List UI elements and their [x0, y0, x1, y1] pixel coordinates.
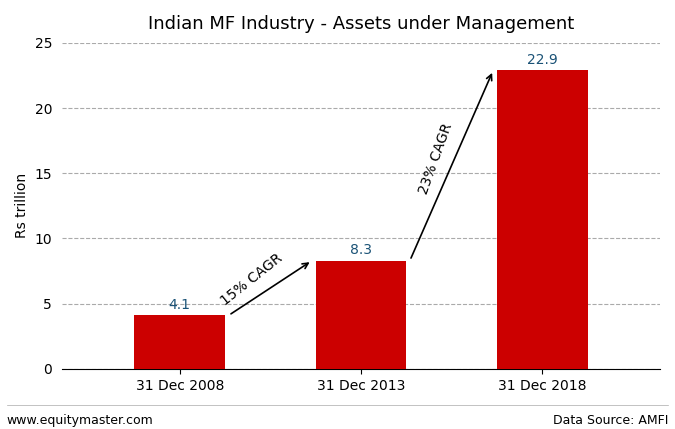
Text: 4.1: 4.1 — [169, 298, 191, 312]
Text: 23% CAGR: 23% CAGR — [416, 122, 455, 196]
Text: 8.3: 8.3 — [350, 243, 372, 257]
Bar — [134, 315, 225, 369]
Text: www.equitymaster.com: www.equitymaster.com — [7, 414, 153, 427]
Title: Indian MF Industry - Assets under Management: Indian MF Industry - Assets under Manage… — [148, 15, 574, 33]
Bar — [497, 70, 587, 369]
Text: Data Source: AMFI: Data Source: AMFI — [553, 414, 668, 427]
Y-axis label: Rs trillion: Rs trillion — [15, 173, 29, 239]
Text: 22.9: 22.9 — [526, 53, 558, 67]
Bar — [316, 260, 406, 369]
Text: 15% CAGR: 15% CAGR — [218, 251, 285, 308]
